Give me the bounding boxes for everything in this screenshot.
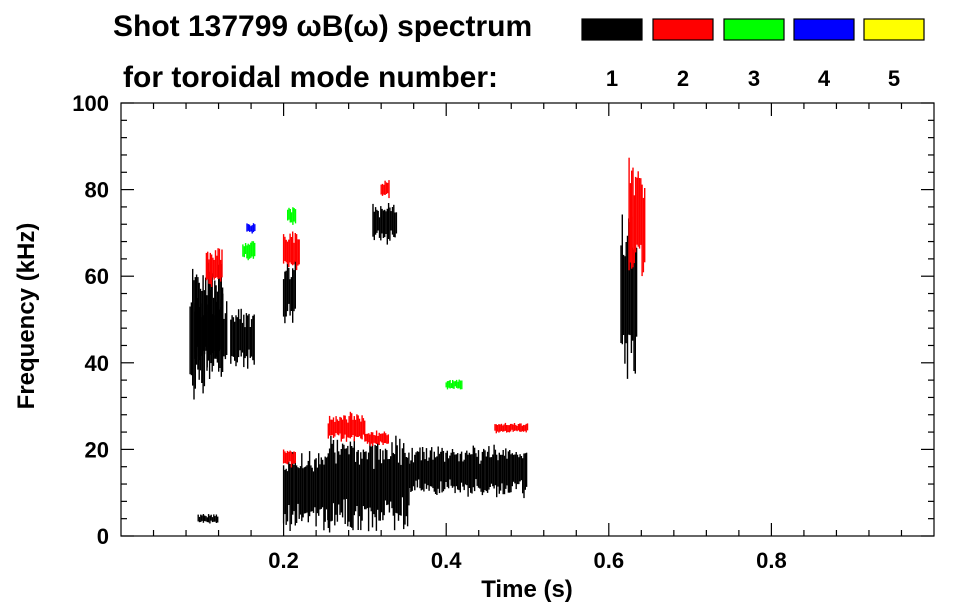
y-tick-label: 100 [72,91,109,116]
y-tick-label: 80 [85,178,109,203]
legend-label-n5: 5 [888,66,900,91]
legend-label-n4: 4 [818,66,831,91]
axis-ticks [121,102,934,537]
legend-label-n1: 1 [606,66,618,91]
legend-swatch-n1 [581,18,643,41]
y-tick-label: 40 [85,351,109,376]
legend-swatch-n5 [863,18,925,41]
mode-n3-feature [445,379,463,390]
chart-title-line2: for toroidal mode number: [123,61,498,94]
y-tick-label: 60 [85,264,109,289]
mode-n2-feature [364,430,389,446]
mode-n2-feature [380,180,390,199]
x-tick-label: 0.6 [594,548,625,573]
mode-n3-feature [242,241,256,261]
mode-n2-feature [205,248,223,287]
mode-n2-feature [282,231,300,271]
spectrogram-data [189,157,646,533]
mode-n2-feature [494,422,529,434]
legend-label-n3: 3 [748,66,760,91]
mode-n1-feature [230,308,255,369]
legend-swatch-n2 [652,18,714,41]
mode-n2-feature [282,449,296,468]
x-tick-label: 0.8 [756,548,787,573]
y-tick-label: 0 [97,524,109,549]
mode-n1-feature [327,435,410,533]
x-tick-label: 0.2 [268,548,299,573]
legend-swatch-n3 [723,18,785,41]
axis-tick-labels: 0 20 40 60 80 100 0.2 0.4 0.6 0.8 [72,91,786,573]
y-tick-label: 20 [85,437,109,462]
mode-n3-feature [287,207,297,225]
mode-n1-feature [282,451,329,531]
x-axis-title: Time (s) [481,576,573,603]
mode-n2-feature [628,157,646,277]
mode-n1-feature [197,514,219,524]
mode-n1-feature [193,289,228,368]
legend-label-n2: 2 [677,66,689,91]
plot-axes [120,102,935,537]
mode-n1-feature [408,444,528,499]
mode-n1-feature [282,260,296,324]
mode-n1-feature [372,203,398,245]
mode-n4-feature [246,223,256,234]
x-tick-label: 0.4 [431,548,462,573]
plot-frame [120,102,935,537]
legend-swatch-n4 [793,18,855,41]
mode-n2-feature [327,411,366,442]
chart-title-line1: Shot 137799 ωB(ω) spectrum [113,10,532,43]
y-axis-title: Frequency (kHz) [13,223,40,410]
legend: 1 2 3 4 5 [581,18,925,91]
